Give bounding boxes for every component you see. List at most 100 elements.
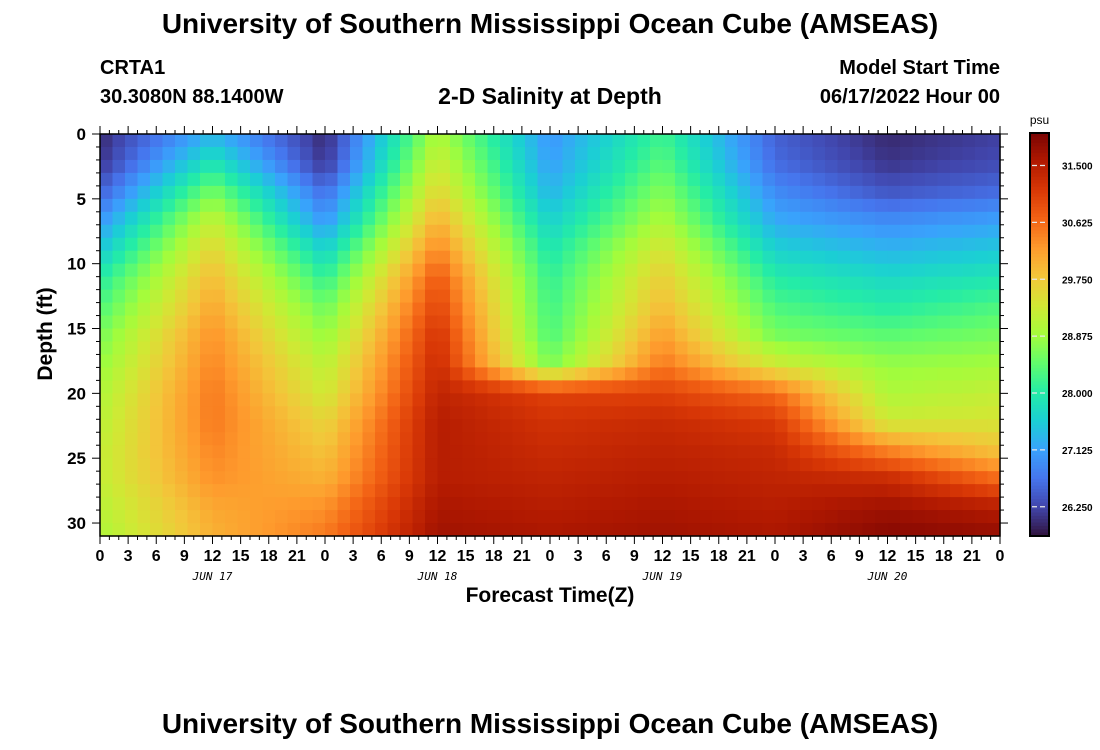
heatmap-cell: [412, 315, 426, 330]
heatmap-cell: [337, 185, 351, 200]
heatmap-cell: [737, 224, 751, 239]
heatmap-cell: [362, 250, 376, 265]
colorbar-segment: [1030, 176, 1049, 181]
heatmap-cell: [362, 289, 376, 304]
heatmap-cell: [100, 523, 114, 537]
heatmap-cell: [587, 198, 601, 213]
heatmap-cell: [687, 458, 701, 472]
heatmap-cell: [825, 406, 839, 420]
heatmap-cell: [350, 380, 364, 394]
heatmap-cell: [625, 406, 639, 420]
heatmap-cell: [525, 237, 539, 252]
heatmap-cell: [912, 367, 926, 381]
heatmap-cell: [112, 315, 126, 330]
heatmap-cell: [625, 341, 639, 356]
heatmap-cell: [887, 432, 901, 446]
heatmap-cell: [437, 198, 451, 213]
heatmap-cell: [112, 198, 126, 213]
heatmap-cell: [312, 432, 326, 446]
x-tick-label: 0: [546, 548, 555, 565]
heatmap-cell: [100, 276, 114, 291]
heatmap-cell: [250, 198, 264, 213]
heatmap-cell: [425, 484, 439, 498]
heatmap-cell: [725, 146, 739, 161]
heatmap-cell: [975, 134, 989, 148]
heatmap-cell: [350, 523, 364, 537]
heatmap-cell: [437, 289, 451, 304]
heatmap-cell: [525, 354, 539, 369]
heatmap-cell: [987, 458, 1001, 472]
x-tick-label: 15: [907, 548, 925, 565]
colorbar-segment: [1030, 294, 1049, 299]
heatmap-cell: [487, 172, 501, 187]
heatmap-cell: [612, 484, 626, 498]
heatmap-cell: [900, 315, 914, 330]
heatmap-cell: [687, 237, 701, 252]
colorbar-segment: [1030, 441, 1049, 446]
heatmap-cell: [312, 146, 326, 161]
heatmap-cell: [962, 289, 976, 304]
heatmap-cell: [675, 367, 689, 381]
x-tick-label: 6: [602, 548, 611, 565]
colorbar-segment: [1030, 438, 1049, 443]
heatmap-cell: [825, 146, 839, 161]
heatmap-cell: [300, 198, 314, 213]
heatmap-cell: [925, 211, 939, 226]
heatmap-cell: [825, 198, 839, 213]
x-tick-label: 9: [180, 548, 189, 565]
heatmap-cell: [225, 458, 239, 472]
heatmap-cell: [475, 211, 489, 226]
heatmap-cell: [575, 289, 589, 304]
heatmap-cell: [562, 263, 576, 278]
heatmap-cell: [425, 146, 439, 161]
heatmap-cell: [712, 237, 726, 252]
heatmap-cell: [750, 432, 764, 446]
heatmap-cell: [812, 146, 826, 161]
heatmap-cell: [450, 134, 464, 148]
heatmap-cell: [437, 497, 451, 511]
heatmap-cell: [487, 341, 501, 356]
colorbar-segment: [1030, 227, 1049, 231]
heatmap-cell: [187, 471, 201, 485]
heatmap-cell: [225, 289, 239, 304]
heatmap-cell: [737, 211, 751, 226]
colorbar-segment: [1030, 452, 1049, 456]
heatmap-cell: [987, 328, 1001, 343]
heatmap-cell: [875, 211, 889, 226]
heatmap-cell: [900, 172, 914, 187]
heatmap-cell: [512, 419, 526, 433]
heatmap-cell: [675, 510, 689, 524]
heatmap-cell: [812, 471, 826, 485]
heatmap-cell: [750, 315, 764, 330]
heatmap-cell: [675, 432, 689, 446]
heatmap-cell: [812, 445, 826, 459]
heatmap-cell: [750, 224, 764, 239]
heatmap-cell: [687, 302, 701, 317]
heatmap-cell: [687, 393, 701, 407]
heatmap-cell: [537, 159, 551, 174]
heatmap-cell: [175, 159, 189, 174]
heatmap-cell: [450, 276, 464, 291]
heatmap-cell: [987, 289, 1001, 304]
heatmap-cell: [412, 484, 426, 498]
heatmap-cell: [412, 172, 426, 187]
heatmap-cell: [900, 432, 914, 446]
heatmap-cell: [100, 198, 114, 213]
heatmap-cell: [825, 497, 839, 511]
heatmap-cell: [962, 432, 976, 446]
heatmap-cell: [850, 458, 864, 472]
heatmap-cell: [337, 380, 351, 394]
heatmap-cell: [587, 211, 601, 226]
heatmap-cell: [937, 341, 951, 356]
heatmap-cell: [925, 445, 939, 459]
heatmap-cell: [737, 328, 751, 343]
heatmap-cell: [650, 224, 664, 239]
heatmap-cell: [312, 198, 326, 213]
heatmap-cell: [700, 237, 714, 252]
heatmap-cell: [937, 146, 951, 161]
colorbar-tick-label: 27.125: [1062, 446, 1093, 457]
heatmap-cell: [550, 328, 564, 343]
heatmap-cell: [887, 328, 901, 343]
heatmap-cell: [812, 328, 826, 343]
heatmap-cell: [712, 224, 726, 239]
